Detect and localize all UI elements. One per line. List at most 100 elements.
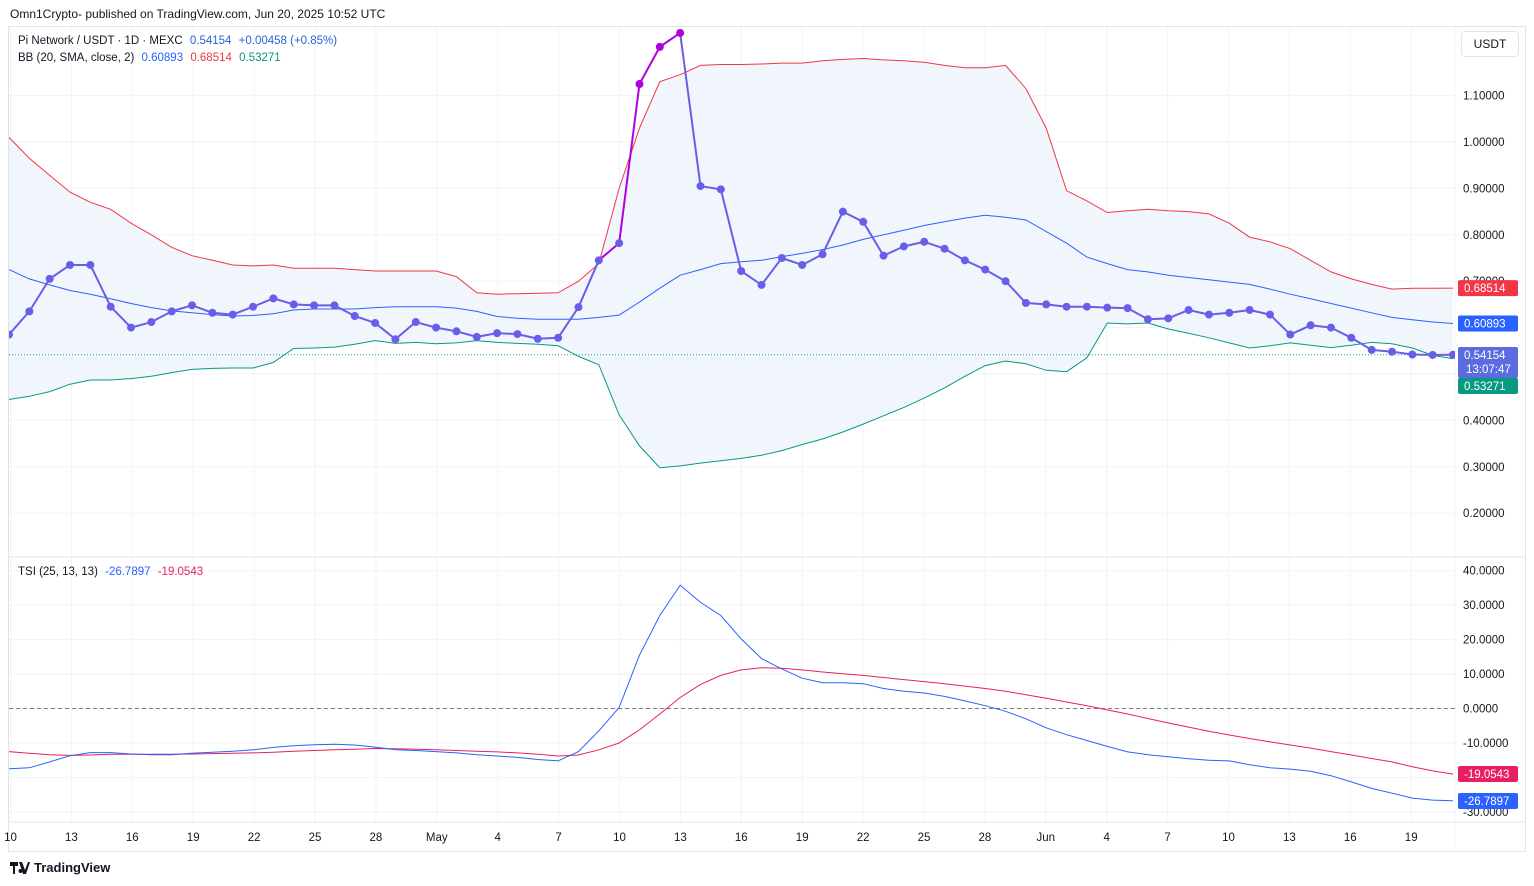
price-point	[1123, 304, 1132, 313]
price-point	[1021, 299, 1030, 308]
legend-tsi-row[interactable]: TSI (25, 13, 13) -26.7897 -19.0543	[18, 566, 207, 578]
price-point	[1326, 323, 1335, 332]
countdown-text: 13:07:47	[1466, 364, 1511, 376]
tsi-axis-tick-label: 0.0000	[1463, 704, 1498, 716]
tradingview-logo-icon	[10, 861, 30, 874]
price-point	[9, 330, 13, 339]
price-point	[330, 301, 339, 310]
time-axis-tick-label: 22	[248, 832, 261, 844]
price-point	[899, 242, 908, 251]
price-point	[574, 303, 583, 312]
price-point	[838, 207, 847, 216]
time-axis-tick-label: 28	[979, 832, 992, 844]
price-line-segment	[1269, 313, 1291, 336]
bb-upper-badge-text: 0.68514	[1464, 283, 1506, 295]
price-point	[1347, 333, 1356, 342]
time-axis-tick-label: 28	[370, 832, 383, 844]
price-point	[940, 244, 949, 253]
chart-frame[interactable]	[8, 26, 1526, 852]
price-point	[127, 323, 136, 332]
time-axis-tick-label: 10	[4, 832, 17, 844]
time-axis-tick-label: 13	[1283, 832, 1296, 844]
price-point	[106, 302, 115, 311]
price-point	[777, 254, 786, 262]
price-point	[716, 185, 725, 194]
time-axis-tick-label: 16	[735, 832, 748, 844]
bb-upper-line	[9, 57, 1454, 295]
time-axis-tick-label: 13	[65, 832, 78, 844]
bb-lower-badge-bg	[1458, 378, 1518, 394]
tsi-badge-bg	[1458, 793, 1518, 809]
price-point	[1001, 277, 1010, 286]
price-point	[1082, 302, 1091, 311]
bb-lower-badge: 0.53271	[1458, 378, 1518, 394]
price-point	[594, 256, 603, 265]
price-change-value: +0.00458 (+0.85%)	[238, 35, 338, 47]
price-point	[1265, 310, 1274, 319]
tradingview-logo[interactable]: TradingView	[10, 860, 110, 875]
price-point	[859, 217, 868, 226]
price-point	[1164, 314, 1173, 323]
price-point	[1306, 321, 1315, 330]
tsi-axis-tick-label: 10.0000	[1463, 669, 1505, 681]
price-point	[798, 260, 807, 269]
tsi-signal-badge-bg	[1458, 766, 1518, 782]
price-line-segment	[740, 270, 763, 286]
price-point	[655, 42, 664, 51]
price-point	[432, 323, 441, 332]
tsi-badge-text: -26.7897	[1464, 796, 1509, 808]
legend-symbol-row[interactable]: Pi Network / USDT · 1D · MEXC 0.54154 +0…	[18, 35, 341, 47]
price-line-segment	[638, 46, 661, 85]
price-point	[1103, 303, 1112, 312]
price-axis-tick-label: 0.90000	[1463, 183, 1505, 195]
price-point	[86, 260, 95, 269]
price-point	[615, 239, 624, 248]
bb-lower-line	[9, 322, 1454, 469]
price-point	[1062, 302, 1071, 311]
time-axis-tick-label: 16	[126, 832, 139, 844]
tsi-badge: -26.7897	[1458, 793, 1518, 809]
price-point	[188, 301, 197, 310]
tsi-axis-tick-label: 40.0000	[1463, 566, 1505, 578]
bb-basis-line	[9, 214, 1454, 324]
legend-bb-row[interactable]: BB (20, SMA, close, 2) 0.60893 0.68514 0…	[18, 52, 285, 64]
price-point	[960, 256, 969, 265]
tsi-signal-badge-text: -19.0543	[1464, 769, 1509, 781]
currency-selector[interactable]: USDT	[1461, 31, 1519, 57]
price-point	[1367, 345, 1376, 354]
price-point	[1449, 350, 1455, 359]
time-axis-tick-label: 10	[1222, 832, 1235, 844]
price-badge-bg	[1458, 347, 1518, 378]
bb-lower-badge-text: 0.53271	[1464, 381, 1506, 393]
tsi-indicator-label: TSI (25, 13, 13)	[18, 566, 98, 578]
tsi-signal-line	[8, 667, 1454, 775]
price-point	[269, 294, 278, 303]
time-axis-tick-label: 7	[555, 832, 561, 844]
bb-basis-badge: 0.60893	[1458, 315, 1518, 332]
price-axis-tick-label: 0.80000	[1463, 230, 1505, 242]
price-line-segment	[89, 264, 112, 308]
price-pane	[9, 28, 1455, 469]
price-line-segment	[618, 83, 641, 244]
price-point	[554, 333, 563, 342]
publisher-caption: Omn1Crypto- published on TradingView.com…	[10, 7, 386, 21]
price-point	[1042, 300, 1051, 309]
price-axis-tick-label: 0.40000	[1463, 415, 1505, 427]
time-axis-tick-label: 19	[1405, 832, 1418, 844]
price-point	[676, 28, 685, 37]
price-point	[818, 250, 827, 259]
price-point	[1408, 350, 1417, 359]
price-point	[1204, 310, 1213, 319]
last-price-value: 0.54154	[189, 35, 232, 47]
tsi-axis-tick-label: -30.0000	[1463, 807, 1508, 819]
price-axis-tick-label: 0.20000	[1463, 508, 1505, 520]
time-axis-tick-label: 13	[674, 832, 687, 844]
price-line-segment	[862, 221, 885, 257]
price-point	[167, 307, 176, 316]
price-point	[879, 251, 888, 260]
time-axis-tick-label: 7	[1164, 832, 1170, 844]
bb-lower-value: 0.53271	[239, 52, 281, 64]
bb-basis-badge-text: 0.60893	[1464, 318, 1506, 330]
price-line-segment	[394, 321, 417, 340]
